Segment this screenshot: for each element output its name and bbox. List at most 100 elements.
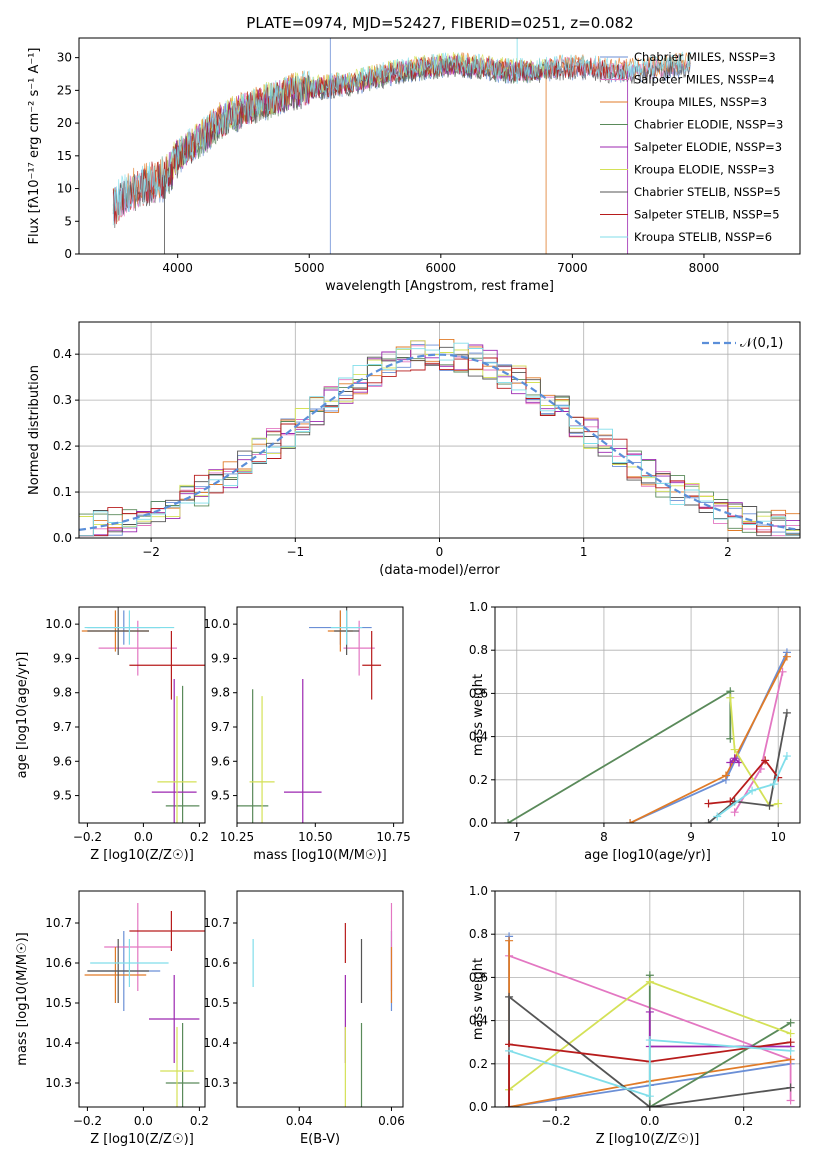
weight_vs_Z-xtick-label: 0.2: [734, 1114, 753, 1128]
weight_vs_Z-ytick-label: 0.8: [469, 927, 488, 941]
weight-point-marker: [505, 992, 514, 1001]
weight-point-marker: [626, 819, 635, 823]
mass_vs_EBV-xlabel: E(B-V): [300, 1132, 340, 1147]
spectrum-ytick-label: 0: [64, 247, 72, 261]
weight_vs_age-ytick-label: 0.6: [469, 686, 488, 700]
mass_vs_Z-ylabel: mass [log10(M/M☉)]: [15, 932, 30, 1065]
weight-point-marker: [786, 1018, 795, 1027]
weight_vs_age-ytick-label: 0.4: [469, 730, 488, 744]
spectrum-ytick-label: 30: [57, 51, 72, 65]
spectrum-frame: [78, 37, 801, 255]
residuals-ytick-label: 0.3: [53, 393, 72, 407]
weight-point-marker: [769, 780, 778, 789]
weight_vs_age-frame: [494, 606, 801, 824]
weight_vs_age-ytick-label: 0.2: [469, 773, 488, 787]
weight-point-marker: [782, 708, 791, 717]
age_vs_mass-ytick-label: 9.5: [211, 789, 230, 803]
mass_vs_Z-ytick-label: 10.6: [45, 956, 72, 970]
mass_vs_EBV-frame: [236, 890, 404, 1108]
residuals-xtick-label: 2: [724, 545, 732, 559]
weight-point-marker: [645, 1103, 654, 1107]
mass_vs_EBV-ytick-label: 10.6: [203, 956, 230, 970]
residual-legend: 𝒩(0,1): [702, 336, 783, 351]
age_vs_mass-ytick-label: 9.9: [211, 651, 230, 665]
mass_vs_EBV-ytick-label: 10.3: [203, 1076, 230, 1090]
weight-point-marker: [774, 799, 783, 808]
spectrum-series-line: [112, 57, 691, 220]
weight-point-marker: [786, 1029, 795, 1038]
spectrum-xtick-label: 4000: [162, 261, 193, 275]
normal-curve: [79, 353, 798, 531]
weight_vs_Z-ytick-label: 1.0: [469, 884, 488, 898]
mass_vs_Z-xlabel: Z [log10(Z/Z☉)]: [90, 1132, 194, 1147]
spectrum-xlabel: wavelength [Angstrom, rest frame]: [325, 279, 554, 294]
weight-point-marker: [704, 799, 713, 808]
mass_vs_Z-ytick-label: 10.5: [45, 996, 72, 1010]
weight_vs_Z-xtick-label: 0.0: [640, 1114, 659, 1128]
weight_vs_age-ytick-label: 0.8: [469, 643, 488, 657]
weight_vs_Z-ytick-label: 0.4: [469, 1014, 488, 1028]
mass_vs_EBV-xtick-label: 0.06: [378, 1114, 405, 1128]
age_vs_mass-ytick-label: 10.0: [203, 617, 230, 631]
weight-point-marker: [505, 1103, 514, 1107]
weight_vs_Z-xlabel: Z [log10(Z/Z☉)]: [596, 1132, 700, 1147]
weight_vs_Z-ytick-label: 0.0: [469, 1100, 488, 1114]
weight-point-marker: [726, 758, 735, 767]
age_vs_mass-xtick-label: 10.25: [220, 830, 254, 844]
spectrum-xtick-label: 8000: [689, 261, 720, 275]
weight_vs_age-xtick-label: 9: [687, 830, 695, 844]
age_vs_mass-points: [237, 607, 382, 823]
age_vs_Z-ytick-label: 10.0: [45, 617, 72, 631]
weight-point-marker: [721, 771, 730, 780]
residuals-ytick-label: 0.2: [53, 439, 72, 453]
legend-entry-label: Chabrier STELIB, NSSP=5: [634, 185, 781, 199]
weight-point-marker: [730, 754, 739, 763]
mass_vs_EBV-axes: 0.04 0.06 10.3 10.4 10.5 10.6 10.7 E(B-V): [203, 916, 405, 1147]
weight-point-marker: [786, 1083, 795, 1092]
mass_vs_Z-xtick-label: 0.0: [134, 1114, 153, 1128]
weight-point-marker: [786, 1055, 795, 1064]
age_vs_mass-axes: 10.25 10.50 10.75 9.5 9.6 9.7 9.8 9.9 10.0 mass […: [203, 617, 411, 863]
weight_vs_Z-ytick-label: 0.6: [469, 970, 488, 984]
residuals-ylabel: Normed distribution: [27, 365, 42, 495]
mass_vs_Z-xtick-label: 0.2: [190, 1114, 209, 1128]
mass_vs_Z-axes: −0.2 0.0 0.2 10.3 10.4 10.5 10.6 10.7 Z [log10(Z…: [15, 916, 209, 1147]
spectrum-xtick-label: 7000: [557, 261, 588, 275]
weight-series-line: [508, 1041, 791, 1107]
age_vs_Z-xtick-label: 0.0: [134, 830, 153, 844]
weight-point-marker: [786, 1096, 795, 1105]
weight-series-line: [507, 689, 732, 823]
spectrum-ytick-label: 15: [57, 149, 72, 163]
weight_vs_age-ytick-label: 0.0: [469, 816, 488, 830]
weight_vs_age-ylabel: mass weight: [471, 674, 486, 756]
age_vs_Z-xtick-label: 0.2: [190, 830, 209, 844]
legend-entry-label: Salpeter MILES, NSSP=4: [634, 73, 775, 87]
age_vs_Z-ylabel: age [log10(age/yr)]: [15, 652, 30, 779]
weight-point-marker: [748, 786, 757, 795]
residuals-xlabel: (data-model)/error: [379, 563, 500, 578]
weight_vs_Z-ylabel: mass weight: [471, 958, 486, 1040]
age_vs_Z-ytick-label: 9.9: [53, 651, 72, 665]
spectrum-lines: [112, 38, 691, 254]
mass_vs_Z-ytick-label: 10.4: [45, 1036, 72, 1050]
age_vs_Z-xtick-label: −0.2: [73, 830, 102, 844]
weight-series-line: [733, 671, 784, 813]
age_vs_Z-points: [81, 607, 205, 823]
weight_vs_age-axes: 7 8 9 10 0.0 0.2 0.4 0.6 0.8 1.0 age [log10(age/yr…: [469, 600, 800, 863]
weight-point-marker: [726, 693, 735, 702]
legend-entry-label: Salpeter ELODIE, NSSP=3: [634, 140, 782, 154]
mass_vs_EBV-ytick-label: 10.5: [203, 996, 230, 1010]
weight-point-marker: [645, 1036, 654, 1045]
spectrum-axes: 4000 5000 6000 7000 8000 0 5 10 15 20 25 30 waveleng…: [27, 48, 719, 295]
legend-entry-label: Salpeter STELIB, NSSP=5: [634, 208, 780, 222]
weight_vs_age-series: [504, 648, 791, 823]
weight-series-line: [729, 697, 779, 807]
residuals-xtick-label: 0: [436, 545, 444, 559]
legend-entry-label: 𝒩(0,1): [740, 336, 783, 351]
weight_vs_age-xtick-label: 8: [600, 830, 608, 844]
weight-point-marker: [782, 752, 791, 761]
weight_vs_Z-xtick-label: −0.2: [541, 1114, 570, 1128]
weight-series-line: [629, 656, 788, 823]
age_vs_mass-xtick-label: 10.50: [298, 830, 332, 844]
